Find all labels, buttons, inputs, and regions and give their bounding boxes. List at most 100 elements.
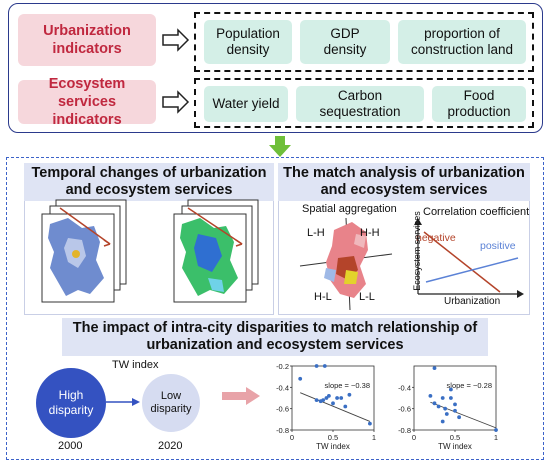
temporal-panel-title: Temporal changes of urbanization and eco…: [24, 163, 274, 201]
plot-area: [291, 365, 375, 431]
positive-label: positive: [480, 240, 516, 252]
y-tick-label: -0.6: [276, 405, 289, 414]
scatter-point: [428, 393, 433, 398]
scatter-point: [324, 396, 329, 400]
low-disparity-circle: Low disparity: [142, 374, 200, 432]
scatter-point: [321, 398, 326, 403]
scatter-point: [440, 419, 445, 424]
scatter-point: [453, 402, 457, 407]
carbon-sequestration-text: Carbon sequestration: [319, 88, 401, 119]
negative-label: negative: [416, 232, 456, 244]
impact-title-text: The impact of intra-city disparities to …: [72, 320, 478, 353]
ecosystem-item-water: Water yield: [204, 86, 288, 122]
x-axis-label: TW index: [316, 442, 350, 450]
population-density-text: Population density: [216, 26, 280, 57]
water-yield-text: Water yield: [212, 96, 280, 111]
plot-area: [413, 365, 497, 431]
high-disparity-text: High disparity: [48, 388, 94, 417]
urbanization-item-population: Population density: [204, 20, 292, 64]
analysis-frame: [6, 157, 544, 460]
trend-line: [430, 401, 497, 429]
x-tick-label: 1: [494, 433, 498, 442]
scatter-point: [347, 392, 352, 397]
scatter-point: [368, 421, 372, 426]
scatter-point: [314, 398, 319, 403]
scatter-point: [298, 376, 303, 381]
tw-index-label: TW index: [112, 359, 159, 371]
correlation-ylabel: Ecosystem services: [412, 211, 422, 291]
scatter-point: [327, 393, 331, 398]
arrow-right-icon: [162, 28, 190, 52]
scatter-chart-2000: -0.2 -0.4 -0.6 -0.80 0.5 1 TW index slope = −0.…: [276, 362, 376, 450]
y-tick-label: -0.6: [398, 405, 411, 414]
year-start-label: 2000: [58, 440, 83, 452]
slope-annotation: slope = −0.38: [325, 381, 370, 390]
ecosystem-item-food: Food production: [432, 86, 526, 122]
x-tick-label: 0: [290, 433, 294, 442]
correlation-xlabel: Urbanization: [444, 296, 501, 307]
match-panel-title: The match analysis of urbanization and e…: [278, 163, 530, 201]
x-tick-label: 0: [412, 433, 416, 442]
high-disparity-circle: High disparity: [36, 368, 106, 438]
scatter-point: [440, 396, 445, 400]
quadrant-ll-label: L-L: [359, 291, 375, 303]
impact-panel-title: The impact of intra-city disparities to …: [62, 318, 488, 356]
scatter-point: [443, 406, 448, 411]
temporal-title-text: Temporal changes of urbanization and eco…: [31, 165, 267, 198]
scatter-point: [322, 364, 327, 368]
scatter-point: [444, 412, 449, 416]
correlation-diagram: [414, 218, 524, 298]
arrow-right-icon: [106, 398, 140, 406]
scatter-point: [453, 408, 457, 413]
gdp-density-text: GDP density: [323, 26, 367, 57]
scatter-point: [457, 415, 461, 420]
y-tick-label: -0.4: [398, 383, 411, 392]
quadrant-hh-label: H-H: [360, 227, 380, 239]
scatter-point: [432, 401, 437, 406]
construction-land-text: proportion of construction land: [410, 26, 514, 57]
x-tick-label: 0.5: [328, 433, 338, 442]
arrow-down-icon: [269, 136, 291, 157]
scatter-point: [331, 401, 335, 406]
correlation-title: Correlation coefficient: [423, 206, 530, 218]
y-tick-label: -0.8: [276, 426, 289, 435]
scatter-point: [335, 396, 339, 400]
x-tick-label: 0.5: [450, 433, 460, 442]
food-production-text: Food production: [447, 88, 511, 119]
low-disparity-text: Low disparity: [150, 390, 192, 415]
urbanization-items-box: [194, 12, 534, 72]
scatter-point: [432, 366, 437, 371]
trend-line: [300, 392, 371, 422]
scatter-point: [449, 387, 453, 392]
scatter-point: [339, 396, 344, 400]
scatter-point: [436, 404, 441, 409]
ecosystem-label-text: Ecosystem services indicators: [48, 76, 126, 128]
scatter-point: [314, 364, 319, 368]
y-tick-label: -0.2: [276, 362, 289, 371]
y-tick-label: -0.4: [276, 383, 289, 392]
spatial-aggregation-map: [299, 217, 393, 311]
urbanization-label-text: Urbanization indicators: [43, 23, 131, 57]
scatter-point: [449, 396, 453, 400]
urbanization-item-construction: proportion of construction land: [398, 20, 526, 64]
arrow-right-icon: [222, 387, 260, 405]
scatter-chart-2020: -0.4 -0.6 -0.80 0.5 1 TW index slope = −0.28: [398, 365, 498, 450]
match-title-text: The match analysis of urbanization and e…: [283, 165, 525, 198]
year-end-label: 2020: [158, 440, 183, 452]
y-tick-label: -0.8: [398, 426, 411, 435]
quadrant-hl-label: H-L: [314, 291, 332, 303]
spatial-aggregation-label: Spatial aggregation: [302, 203, 397, 215]
arrow-right-icon: [162, 90, 190, 114]
scatter-point: [343, 404, 348, 409]
quadrant-lh-label: L-H: [307, 227, 325, 239]
indicators-frame: [8, 3, 543, 133]
temporal-maps-illustration: [41, 199, 259, 303]
urbanization-item-gdp: GDP density: [300, 20, 390, 64]
ecosystem-items-box: [194, 78, 534, 128]
x-tick-label: 1: [372, 433, 376, 442]
ecosystem-item-carbon: Carbon sequestration: [296, 86, 424, 122]
slope-annotation: slope = −0.28: [447, 381, 492, 390]
ecosystem-indicators-label: Ecosystem services indicators: [18, 76, 156, 128]
urbanization-indicators-label: Urbanization indicators: [18, 14, 156, 66]
scatter-point: [494, 428, 498, 432]
